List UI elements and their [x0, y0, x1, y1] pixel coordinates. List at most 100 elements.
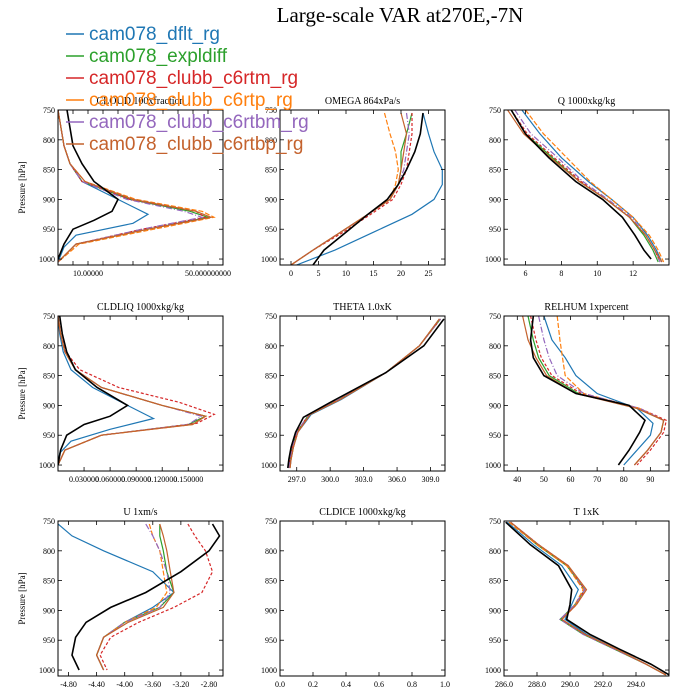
- series-line-cam078_clubb_c6rtm_rg: [290, 113, 413, 265]
- plot-frame: [503, 520, 670, 677]
- y-tick-label: 1000: [261, 255, 277, 264]
- figure-title: Large-scale VAR at270E,-7N: [277, 3, 524, 27]
- x-tick-label: -3.20: [173, 680, 190, 689]
- legend-entry: cam078_expldiff: [66, 46, 228, 67]
- series-line-cam078_clubb_c6rtbp_rg: [289, 318, 440, 469]
- y-tick-label: 1000: [39, 255, 55, 264]
- plot-frame: [279, 315, 446, 472]
- x-tick-label: 0.6: [374, 680, 384, 689]
- legend-entry: cam078_clubb_c6rtbp_rg: [66, 134, 303, 155]
- x-tick-label: 303.0: [355, 475, 373, 484]
- legend-label: cam078_dflt_rg: [89, 24, 220, 45]
- series-line-cam078_clubb_c6rtbm_rg: [290, 112, 410, 265]
- panel-4: THETA 1.0xK 750 800 850 900 950 1000 297.0 300.0…: [261, 302, 446, 484]
- x-tick-label: 90: [646, 475, 654, 484]
- y-axis-label: Pressure [hPa]: [17, 572, 27, 624]
- series-line-reference: [505, 521, 669, 676]
- y-tick-label: 950: [43, 225, 55, 234]
- y-tick-label: 900: [489, 195, 501, 204]
- x-tick-label: 50: [540, 475, 548, 484]
- series-line-reference: [71, 523, 221, 671]
- y-axis-label: Pressure [hPa]: [17, 161, 27, 213]
- y-tick-label: 800: [43, 342, 55, 351]
- panel-2: Q 1000xkg/kg 750 800 850 900 950 1000 6 8 10 12: [485, 96, 670, 278]
- series-line-cam078_clubb_c6rtbp_rg: [58, 110, 214, 263]
- y-tick-label: 750: [265, 517, 277, 526]
- x-tick-label: 6: [524, 269, 528, 278]
- y-tick-label: 950: [265, 225, 277, 234]
- series-line-cam078_expldiff: [288, 318, 441, 469]
- x-tick-label: 50.000000000: [185, 269, 231, 278]
- series-line-cam078_dflt_rg: [296, 112, 443, 265]
- x-tick-label: 297.0: [288, 475, 306, 484]
- y-tick-label: 800: [489, 547, 501, 556]
- series-line-cam078_clubb_c6rtm_rg: [99, 523, 214, 671]
- plot-frame: [57, 109, 224, 266]
- y-tick-label: 900: [43, 401, 55, 410]
- series-line-cam078_dflt_rg: [58, 316, 156, 466]
- y-tick-label: 850: [265, 372, 277, 381]
- y-tick-label: 800: [489, 136, 501, 145]
- y-tick-label: 950: [43, 636, 55, 645]
- x-tick-label: -4.80: [60, 680, 77, 689]
- y-tick-label: 850: [43, 372, 55, 381]
- series-line-cam078_clubb_c6rtm_rg: [288, 318, 441, 469]
- y-tick-label: 950: [43, 431, 55, 440]
- series-line-reference: [58, 316, 130, 466]
- x-tick-label: 5: [317, 269, 321, 278]
- legend-entry: cam078_clubb_c6rtbm_rg: [66, 112, 309, 133]
- series-line-cam078_dflt_rg: [543, 316, 654, 466]
- y-tick-label: 1000: [261, 461, 277, 470]
- x-tick-label: 294.0: [627, 680, 645, 689]
- y-tick-label: 850: [43, 166, 55, 175]
- y-tick-label: 950: [265, 431, 277, 440]
- panel-1: OMEGA 864xPa/s 750 800 850 900 950 1000 0 5 10 15 2…: [261, 96, 446, 278]
- y-tick-label: 750: [489, 517, 501, 526]
- legend-label: cam078_clubb_c6rtm_rg: [89, 68, 298, 89]
- series-line-cam078_clubb_c6rtbp_rg: [290, 112, 408, 265]
- x-tick-label: 300.0: [321, 475, 339, 484]
- y-tick-label: 750: [43, 312, 55, 321]
- x-tick-label: 60: [567, 475, 575, 484]
- series-line-cam078_clubb_c6rtp_rg: [95, 523, 168, 671]
- y-tick-label: 750: [43, 517, 55, 526]
- plot-frame: [57, 520, 224, 677]
- y-tick-label: 800: [43, 547, 55, 556]
- x-tick-label: -4.40: [88, 680, 105, 689]
- legend-label: cam078_clubb_c6rtp_rg: [89, 90, 293, 111]
- x-tick-label: 0.0: [275, 680, 285, 689]
- panel-title: T 1xK: [574, 507, 600, 518]
- x-tick-label: 0: [289, 269, 293, 278]
- y-tick-label: 1000: [39, 666, 55, 675]
- series-line-reference: [312, 112, 424, 265]
- series-group: [58, 316, 216, 466]
- y-tick-label: 900: [265, 195, 277, 204]
- panel-0: CLOUD 100xfraction Pressure [hPa] 750 800 85…: [17, 96, 231, 278]
- panel-8: T 1xK 750 800 850 900 950 1000 286.0 288.0 290.0 2…: [485, 507, 670, 689]
- x-tick-label: 306.0: [388, 475, 406, 484]
- x-tick-label: 309.0: [422, 475, 440, 484]
- x-tick-label: 0.150000: [173, 475, 203, 484]
- panel-title: Q 1000xkg/kg: [558, 96, 616, 107]
- y-tick-label: 1000: [261, 666, 277, 675]
- y-tick-label: 850: [489, 372, 501, 381]
- x-tick-label: -3.60: [144, 680, 161, 689]
- legend-label: cam078_clubb_c6rtbp_rg: [89, 134, 303, 155]
- series-line-cam078_clubb_c6rtbp_rg: [58, 316, 208, 466]
- x-tick-label: 0.4: [341, 680, 351, 689]
- x-tick-label: 0.060000: [95, 475, 125, 484]
- panel-title: THETA 1.0xK: [333, 302, 392, 313]
- x-tick-label: 0.030000: [69, 475, 99, 484]
- series-group: [290, 112, 443, 265]
- y-tick-label: 950: [489, 636, 501, 645]
- y-tick-label: 1000: [39, 461, 55, 470]
- x-tick-label: 15: [370, 269, 378, 278]
- x-tick-label: 0.120000: [147, 475, 177, 484]
- series-line-cam078_clubb_c6rtp_rg: [290, 112, 399, 265]
- series-line-cam078_dflt_rg: [289, 318, 440, 469]
- legend-label: cam078_clubb_c6rtbm_rg: [89, 112, 309, 133]
- plot-frame: [503, 315, 670, 472]
- series-line-cam078_clubb_c6rtm_rg: [530, 316, 667, 466]
- plot-frame: [279, 520, 446, 677]
- x-tick-label: 290.0: [561, 680, 579, 689]
